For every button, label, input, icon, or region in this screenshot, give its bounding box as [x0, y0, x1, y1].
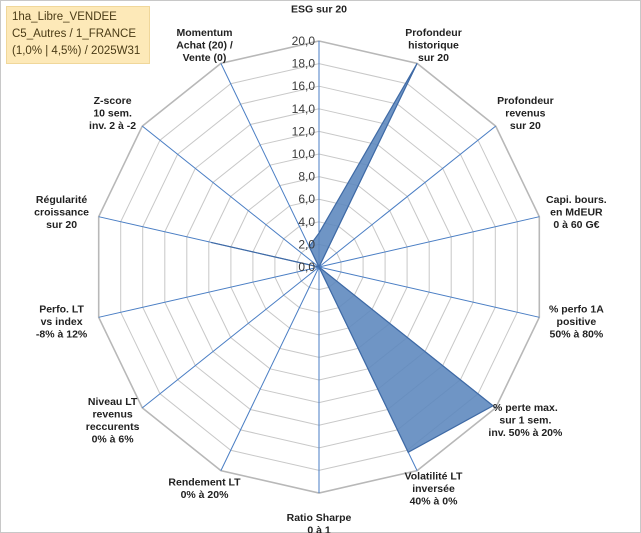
axis-label: Profondeur historique sur 20	[405, 27, 462, 64]
axis-label-line: sur 20	[46, 219, 77, 231]
axis-label: NoteESG sur 20	[291, 0, 347, 16]
axis-label-line: Régularité	[36, 194, 88, 206]
title-line-1: 1ha_Libre_VENDEE	[12, 11, 117, 23]
axis-spoke	[98, 266, 320, 318]
tick-label: 8,0	[298, 170, 315, 184]
axis-label-line: Ratio Sharpe	[287, 512, 352, 524]
axis-label-line: Rendement LT	[168, 477, 241, 489]
tick-label: 4,0	[298, 215, 315, 229]
axis-label-line: Volatilité LT	[405, 470, 464, 482]
axis-label-line: historique	[408, 40, 459, 52]
axis-label: Capi. bours. en MdEUR 0 à 60 G€	[546, 194, 607, 231]
axis-spoke	[141, 125, 320, 268]
axis-label-line: 50% à 80%	[550, 328, 604, 340]
axis-label-line: inv. 50% à 20%	[488, 427, 563, 439]
axis-label-line: sur 20	[510, 120, 541, 132]
axis-label: Momentum Achat (20) / Vente (0)	[176, 27, 233, 64]
axis-label-line: sur 20	[418, 52, 449, 64]
radial-tick-labels: 0,0 2,0 4,0 6,0 8,0 10,0 12,0 14,0 16,0 18,0 20,0	[292, 34, 316, 274]
axis-label-line: -8% à 12%	[36, 328, 88, 340]
tick-label: 12,0	[292, 124, 316, 138]
axis-spoke	[220, 63, 320, 268]
tick-label: 20,0	[292, 34, 316, 48]
axis-label-line: inversée	[412, 483, 455, 495]
radar-series	[210, 63, 495, 454]
axis-label-line: revenus	[92, 408, 132, 420]
axis-label-line: Niveau LT	[88, 396, 138, 408]
axis-label-line: Z-score	[94, 95, 132, 107]
axis-spoke	[141, 266, 320, 409]
title-line-3: (1,0% | 4,5%) / 2025W31	[12, 45, 141, 57]
axis-label-line: 0% à 6%	[92, 433, 135, 445]
tick-label: 10,0	[292, 147, 316, 161]
tick-label: 2,0	[298, 237, 315, 251]
axis-label-line: sur 1 sem.	[499, 415, 551, 427]
axis-label-line: % perte max.	[493, 402, 558, 414]
axis-label-line: Momentum	[177, 27, 233, 39]
tick-label: 18,0	[292, 57, 316, 71]
axis-label: Niveau LT revenus reccurents 0% à 6%	[86, 396, 140, 446]
tick-label: 16,0	[292, 79, 316, 93]
axis-label-line: 0 à 60 G€	[553, 219, 599, 231]
axis-label: Perfo. LT vs index -8% à 12%	[36, 303, 88, 340]
axis-spoke	[318, 216, 540, 268]
axis-label-line: Profondeur	[497, 95, 554, 107]
axis-label: Régularité croissance sur 20	[34, 194, 89, 231]
axis-spoke	[318, 266, 540, 318]
axis-label-line: reccurents	[86, 421, 140, 433]
axis-label-line: Vente (0)	[183, 52, 227, 64]
axis-label-line: 0% à 20%	[181, 489, 230, 501]
axis-label: Ratio Sharpe 0 à 1	[287, 512, 352, 533]
axis-label-line: ESG sur 20	[291, 4, 347, 16]
axis-label: Rendement LT 0% à 20%	[168, 477, 241, 502]
axis-label-line: vs index	[41, 316, 83, 328]
axis-label-line: Profondeur	[405, 27, 462, 39]
axis-label-line: 0 à 1	[307, 525, 331, 533]
axis-spoke	[318, 125, 497, 268]
axis-label-line: 10 sem.	[93, 108, 132, 120]
title-line-2: C5_Autres / 1_FRANCE	[12, 28, 136, 40]
axis-label-line: positive	[557, 316, 597, 328]
tick-label: 6,0	[298, 192, 315, 206]
axis-label: % perfo 1A positive 50% à 80%	[549, 303, 604, 340]
axis-label-line: en MdEUR	[550, 206, 603, 218]
axis-label-line: Note	[307, 0, 330, 3]
axis-label-line: revenus	[505, 108, 545, 120]
axis-label-line: Achat (20) /	[176, 40, 233, 52]
tick-label: 0,0	[298, 260, 315, 274]
axis-label-line: croissance	[34, 206, 89, 218]
series-area	[210, 63, 495, 454]
chart-title-box: 1ha_Libre_VENDEE C5_Autres / 1_FRANCE (1…	[6, 6, 150, 64]
axis-label-line: Perfo. LT	[39, 303, 84, 315]
axis-spoke	[220, 266, 320, 471]
axis-label: Profondeur revenus sur 20	[497, 95, 554, 132]
tick-label: 14,0	[292, 102, 316, 116]
axis-label-line: Capi. bours.	[546, 194, 607, 206]
axis-label: Volatilité LT inversée 40% à 0%	[405, 470, 464, 507]
axis-label-line: inv. 2 à -2	[89, 120, 136, 132]
axis-label: % perte max. sur 1 sem. inv. 50% à 20%	[488, 402, 563, 439]
axis-label: Z-score 10 sem. inv. 2 à -2	[89, 95, 136, 132]
axis-label-line: % perfo 1A	[549, 303, 604, 315]
axis-label-line: 40% à 0%	[410, 495, 459, 507]
